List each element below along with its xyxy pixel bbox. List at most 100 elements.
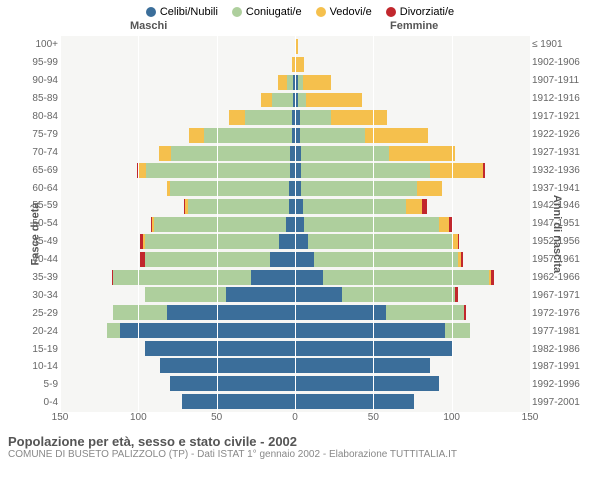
chart-container: Celibi/Nubili Coniugati/e Vedovi/e Divorzia… bbox=[0, 0, 600, 500]
legend-label: Vedovi/e bbox=[330, 6, 372, 18]
female-bar bbox=[295, 128, 530, 143]
female-bar bbox=[295, 394, 530, 409]
bar-segment bbox=[298, 93, 306, 108]
bar-segment bbox=[331, 110, 387, 125]
female-bar bbox=[295, 217, 530, 232]
bar-segment bbox=[342, 287, 455, 302]
bar-segment bbox=[170, 376, 295, 391]
bar-segment bbox=[295, 305, 386, 320]
female-bar bbox=[295, 110, 530, 125]
bar-segment bbox=[159, 146, 172, 161]
bar-segment bbox=[300, 110, 331, 125]
male-bar bbox=[60, 341, 295, 356]
age-label: 35-39 bbox=[22, 272, 58, 283]
birth-year-label: 1927-1931 bbox=[532, 147, 584, 158]
legend-swatch bbox=[316, 7, 326, 17]
bar-segment bbox=[272, 93, 294, 108]
bar-segment bbox=[430, 163, 483, 178]
x-tick: 150 bbox=[522, 412, 539, 423]
age-label: 65-69 bbox=[22, 165, 58, 176]
age-label: 15-19 bbox=[22, 344, 58, 355]
male-bar bbox=[60, 199, 295, 214]
bar-segment bbox=[295, 394, 414, 409]
age-label: 40-44 bbox=[22, 254, 58, 265]
bar-segment bbox=[170, 181, 289, 196]
birth-year-label: 1947-1951 bbox=[532, 218, 584, 229]
x-axis: 15010050050100150 bbox=[60, 412, 530, 432]
age-label: 95-99 bbox=[22, 57, 58, 68]
birth-year-label: 1937-1941 bbox=[532, 183, 584, 194]
gridline bbox=[217, 36, 218, 412]
male-bar bbox=[60, 287, 295, 302]
age-axis-labels: 100+95-9990-9485-8980-8475-7970-7465-696… bbox=[22, 36, 58, 412]
male-bar bbox=[60, 163, 295, 178]
bar-segment bbox=[406, 199, 422, 214]
bar-segment bbox=[314, 252, 458, 267]
legend-item: Celibi/Nubili bbox=[146, 6, 218, 18]
gridline bbox=[373, 36, 374, 412]
x-tick: 150 bbox=[52, 412, 69, 423]
bar-segment bbox=[295, 376, 439, 391]
bar-segment bbox=[306, 93, 362, 108]
bar-segment bbox=[171, 146, 290, 161]
legend-swatch bbox=[146, 7, 156, 17]
bar-segment bbox=[483, 163, 485, 178]
bar-segment bbox=[455, 287, 458, 302]
bar-segment bbox=[417, 181, 442, 196]
column-headers: Maschi Femmine bbox=[0, 20, 600, 36]
legend-swatch bbox=[386, 7, 396, 17]
bar-segment bbox=[458, 234, 460, 249]
female-bar bbox=[295, 305, 530, 320]
bar-segment bbox=[279, 234, 295, 249]
male-bar bbox=[60, 75, 295, 90]
bar-segment bbox=[304, 217, 439, 232]
bar-segment bbox=[270, 252, 295, 267]
legend-label: Coniugati/e bbox=[246, 6, 302, 18]
bar-segment bbox=[295, 270, 323, 285]
male-bar bbox=[60, 217, 295, 232]
male-bar bbox=[60, 323, 295, 338]
female-bar bbox=[295, 234, 530, 249]
bar-segment bbox=[295, 57, 304, 72]
bar-segment bbox=[365, 128, 428, 143]
legend: Celibi/Nubili Coniugati/e Vedovi/e Divorzia… bbox=[0, 0, 600, 20]
legend-item: Divorziati/e bbox=[386, 6, 454, 18]
bar-segment bbox=[295, 199, 303, 214]
x-tick: 100 bbox=[130, 412, 147, 423]
gridline bbox=[530, 36, 531, 412]
female-bar bbox=[295, 93, 530, 108]
bar-segment bbox=[120, 323, 295, 338]
bar-segment bbox=[251, 270, 295, 285]
bar-segment bbox=[245, 110, 292, 125]
female-bar bbox=[295, 358, 530, 373]
x-tick: 50 bbox=[368, 412, 379, 423]
male-bar bbox=[60, 181, 295, 196]
plot-area: Fasce di età Anni di nascita 100+95-9990… bbox=[0, 36, 600, 432]
birth-year-label: 1942-1946 bbox=[532, 200, 584, 211]
bar-segment bbox=[145, 287, 226, 302]
bar-segment bbox=[107, 323, 120, 338]
legend-item: Coniugati/e bbox=[232, 6, 302, 18]
birth-year-label: 1957-1961 bbox=[532, 254, 584, 265]
bar-segment bbox=[303, 199, 406, 214]
birth-year-label: 1912-1916 bbox=[532, 93, 584, 104]
bar-segment bbox=[226, 287, 295, 302]
bar-segment bbox=[303, 75, 331, 90]
age-label: 30-34 bbox=[22, 290, 58, 301]
bar-segment bbox=[295, 323, 445, 338]
male-bar bbox=[60, 234, 295, 249]
bar-segment bbox=[229, 110, 245, 125]
age-label: 70-74 bbox=[22, 147, 58, 158]
age-label: 60-64 bbox=[22, 183, 58, 194]
bar-segment bbox=[295, 234, 308, 249]
chart-footer: Popolazione per età, sesso e stato civil… bbox=[0, 432, 600, 460]
bar-segment bbox=[188, 199, 288, 214]
chart-source: COMUNE DI BUSETO PALIZZOLO (TP) - Dati I… bbox=[8, 449, 592, 460]
gridline bbox=[60, 36, 61, 412]
bar-segment bbox=[300, 128, 366, 143]
birth-year-label: 1907-1911 bbox=[532, 75, 584, 86]
bar-segment bbox=[323, 270, 489, 285]
male-bar bbox=[60, 110, 295, 125]
plot-rect bbox=[60, 36, 530, 412]
bar-segment bbox=[160, 358, 295, 373]
